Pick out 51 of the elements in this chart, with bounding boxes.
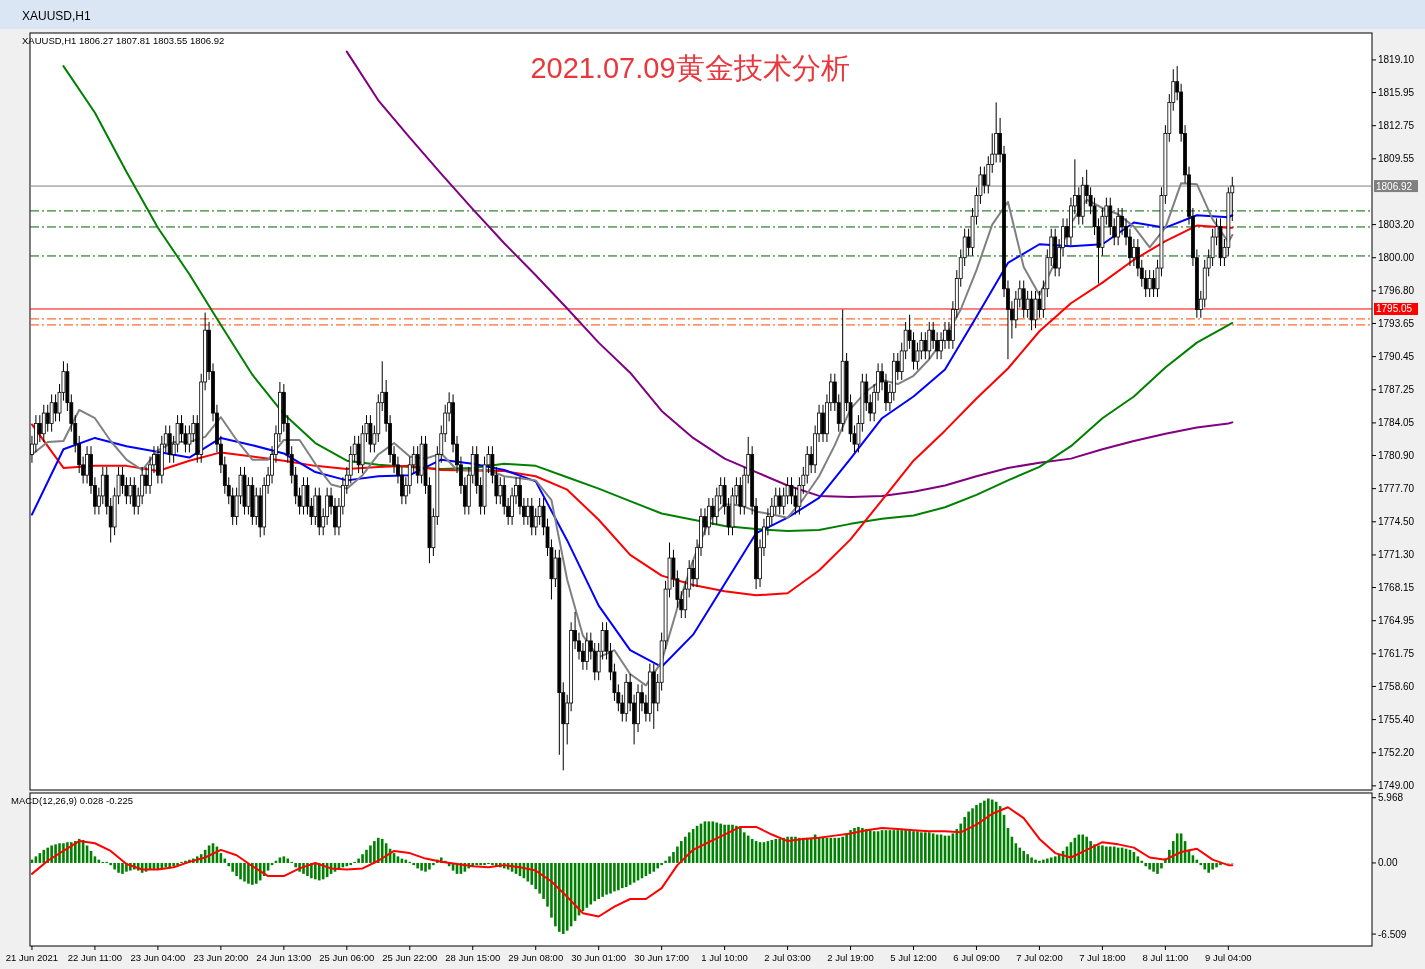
x-tick-label: 7 Jul 02:00: [1016, 952, 1063, 963]
x-tick-label: 21 Jun 2021: [5, 952, 59, 963]
x-tick-label: 30 Jun 17:00: [634, 952, 690, 963]
chart-title: MACD(12,26,9) 0.028 -0.225: [11, 795, 133, 806]
y-tick-label: 1800.00: [1378, 252, 1415, 264]
x-tick-label: 28 Jun 15:00: [445, 952, 501, 963]
x-tick-label: 1 Jul 10:00: [701, 952, 748, 963]
x-tick-label: 6 Jul 09:00: [953, 952, 1000, 963]
y-tick-label: 5.968: [1378, 792, 1404, 804]
y-tick-label: 1809.55: [1378, 153, 1415, 165]
y-tick-label: 1780.90: [1378, 450, 1415, 462]
y-tick-label: 1774.50: [1378, 516, 1415, 528]
y-tick-label: 1749.00: [1378, 780, 1415, 792]
ref-line-label: 1795.05: [1376, 303, 1413, 315]
y-tick-label: 1803.20: [1378, 219, 1415, 231]
x-tick-label: 25 Jun 06:00: [319, 952, 375, 963]
x-tick-label: 2 Jul 19:00: [827, 952, 874, 963]
x-tick-label: 7 Jul 18:00: [1079, 952, 1126, 963]
text: 2021.07.09黄金技术分析: [530, 52, 850, 84]
ref-line-label: 1806.92: [1376, 180, 1413, 192]
x-tick-label: 22 Jun 11:00: [67, 952, 123, 963]
x-tick-label: 9 Jul 04:00: [1205, 952, 1252, 963]
y-tick-label: 1793.65: [1378, 317, 1415, 329]
y-tick-label: 1764.95: [1378, 615, 1415, 627]
y-tick-label: 1771.30: [1378, 549, 1415, 561]
chart-subtitle: XAUUSD,H1 1806.27 1807.81 1803.55 1806.92: [22, 35, 225, 46]
y-tick-label: 1755.40: [1378, 714, 1415, 726]
y-tick-label: 1777.70: [1378, 483, 1415, 495]
y-tick-label: 1761.75: [1378, 648, 1415, 660]
y-tick-label: 1790.45: [1378, 351, 1415, 363]
x-tick-label: 2 Jul 03:00: [764, 952, 811, 963]
x-tick-label: 24 Jun 13:00: [256, 952, 312, 963]
y-tick-label: 1758.60: [1378, 680, 1415, 692]
y-tick-label: 1815.95: [1378, 87, 1415, 99]
y-tick-label: 1752.20: [1378, 747, 1415, 759]
y-tick-label: 1796.80: [1378, 285, 1415, 297]
text: XAUUSD,H1: [22, 9, 92, 23]
y-tick-label: 0.00: [1378, 857, 1398, 869]
x-tick-label: 23 Jun 20:00: [193, 952, 249, 963]
x-tick-label: 30 Jun 01:00: [571, 952, 627, 963]
y-tick-label: 1812.75: [1378, 120, 1415, 132]
y-tick-label: 1784.05: [1378, 417, 1415, 429]
y-tick-label: 1787.25: [1378, 384, 1415, 396]
y-tick-label: 1819.10: [1378, 54, 1415, 66]
x-tick-label: 23 Jun 04:00: [130, 952, 186, 963]
x-tick-label: 8 Jul 11:00: [1142, 952, 1189, 963]
x-tick-label: 5 Jul 12:00: [890, 952, 937, 963]
y-tick-label: 1768.15: [1378, 582, 1415, 594]
x-tick-label: 29 Jun 08:00: [508, 952, 564, 963]
x-tick-label: 25 Jun 22:00: [382, 952, 438, 963]
y-tick-label: -6.509: [1378, 928, 1407, 940]
